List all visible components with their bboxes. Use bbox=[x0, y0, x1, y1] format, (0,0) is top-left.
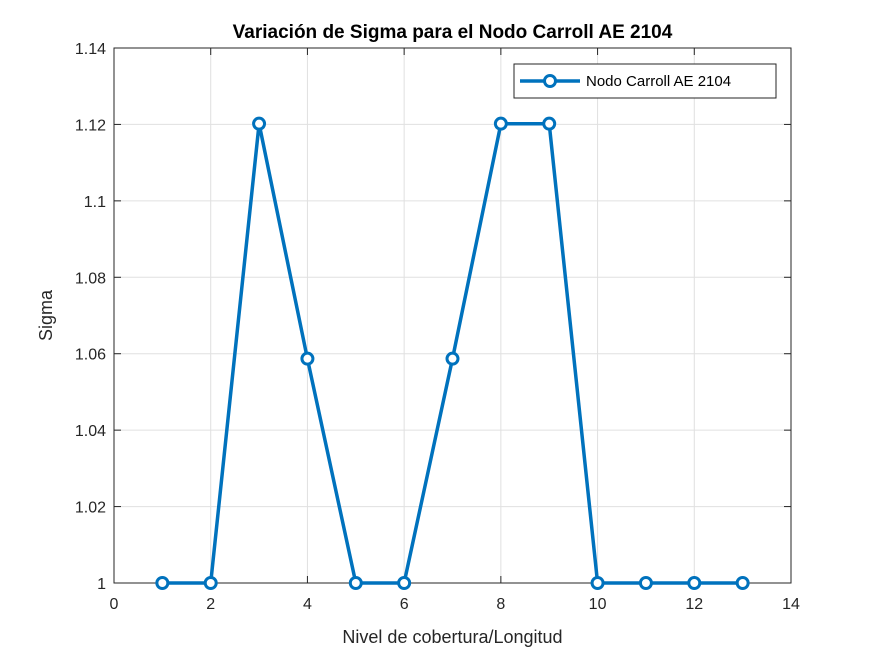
y-tick-label: 1.1 bbox=[84, 194, 106, 211]
data-point-marker bbox=[687, 576, 702, 590]
data-point-marker bbox=[542, 116, 557, 131]
y-tick-label: 1.02 bbox=[75, 500, 106, 517]
y-tick-label: 1 bbox=[97, 576, 106, 593]
legend-marker-swatch bbox=[543, 74, 557, 88]
data-point-marker bbox=[300, 351, 315, 366]
data-point-marker bbox=[493, 116, 508, 131]
axis-ticks: 0 2 4 6 8 10 12 14 1 1.02 1.04 1.06 1.08 1.1 1.12 1.14 bbox=[75, 41, 800, 613]
x-tick-label: 8 bbox=[496, 596, 505, 613]
y-tick-label: 1.12 bbox=[75, 117, 106, 134]
x-tick-label: 12 bbox=[685, 596, 703, 613]
x-tick-label: 4 bbox=[303, 596, 312, 613]
plot-area bbox=[114, 48, 791, 583]
data-point-marker bbox=[590, 576, 605, 590]
data-point-marker bbox=[397, 576, 412, 590]
y-tick-label: 1.14 bbox=[75, 41, 106, 58]
data-point-marker bbox=[445, 351, 460, 366]
x-axis-label: Nivel de cobertura/Longitud bbox=[342, 627, 562, 647]
data-point-marker bbox=[203, 576, 218, 590]
y-axis-label: Sigma bbox=[36, 289, 56, 341]
data-point-marker bbox=[348, 576, 363, 590]
x-tick-label: 0 bbox=[110, 596, 119, 613]
x-tick-label: 6 bbox=[400, 596, 409, 613]
legend: Nodo Carroll AE 2104 bbox=[513, 63, 777, 99]
x-tick-label: 10 bbox=[589, 596, 607, 613]
data-point-marker bbox=[252, 116, 267, 131]
legend-entry-label: Nodo Carroll AE 2104 bbox=[586, 73, 731, 90]
y-tick-label: 1.06 bbox=[75, 347, 106, 364]
x-tick-label: 14 bbox=[782, 596, 800, 613]
y-tick-label: 1.08 bbox=[75, 270, 106, 287]
data-point-marker bbox=[155, 576, 170, 590]
axes-box bbox=[113, 47, 792, 584]
x-tick-label: 2 bbox=[206, 596, 215, 613]
data-point-marker bbox=[735, 576, 750, 590]
series-layer bbox=[155, 116, 750, 590]
y-tick-label: 1.04 bbox=[75, 423, 106, 440]
chart-title: Variación de Sigma para el Nodo Carroll … bbox=[233, 22, 673, 43]
data-point-marker bbox=[638, 576, 653, 590]
